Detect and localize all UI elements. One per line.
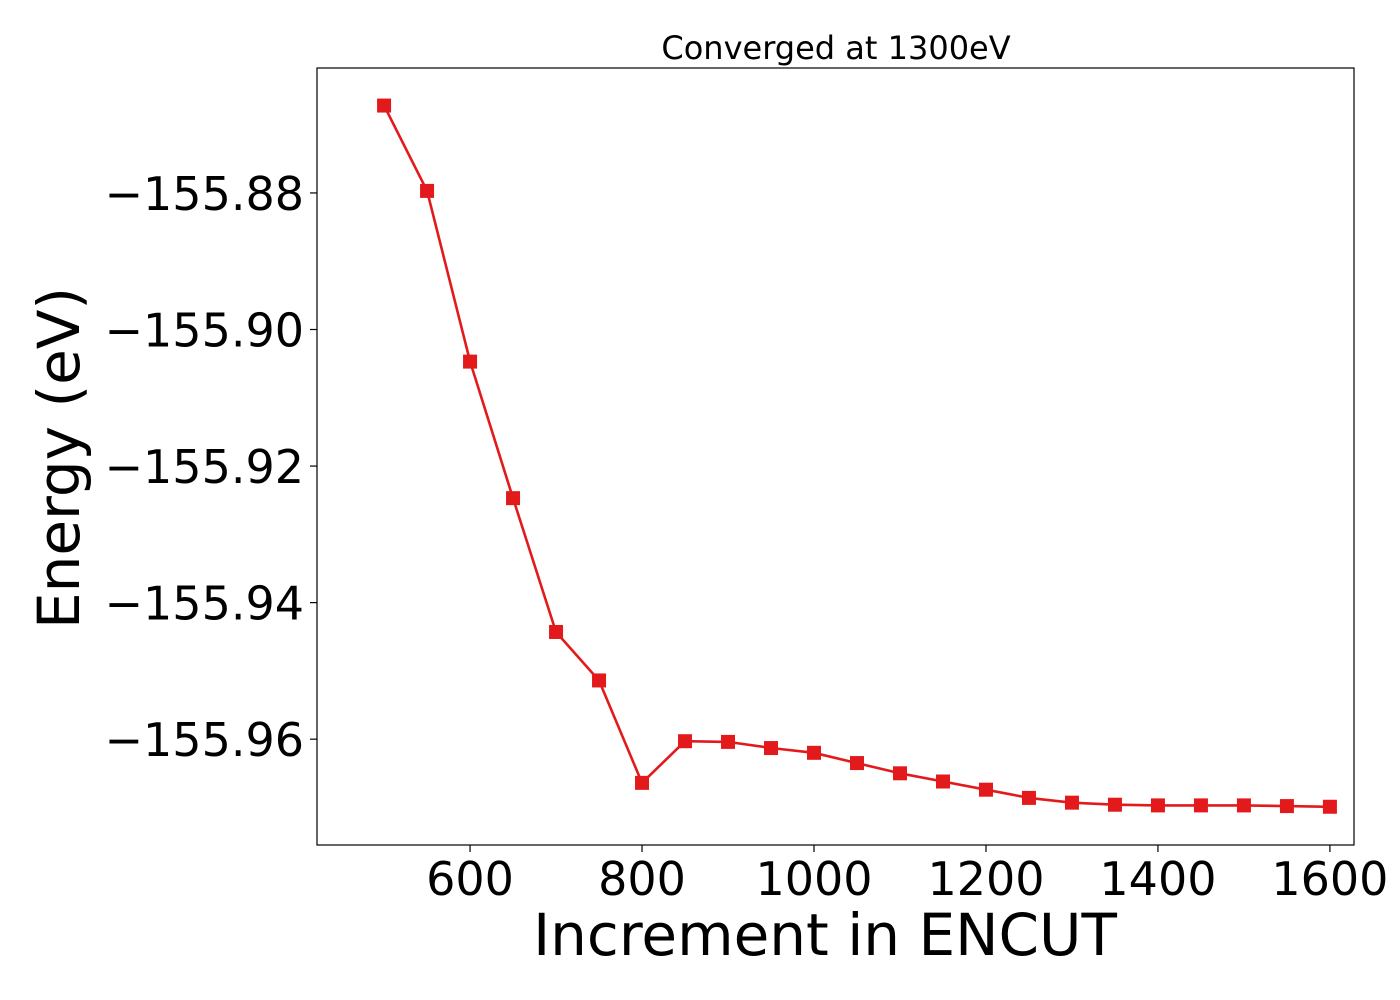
y-tick-label: −155.96 xyxy=(105,713,305,767)
y-tick-label: −155.94 xyxy=(105,577,305,631)
data-point-marker xyxy=(678,734,693,749)
data-point-marker xyxy=(592,673,607,688)
x-tick-label: 1000 xyxy=(755,852,872,906)
data-point-marker xyxy=(1279,799,1294,814)
data-point-marker xyxy=(935,774,950,789)
data-point-marker xyxy=(764,741,779,756)
series-line xyxy=(382,105,1330,809)
data-point-marker xyxy=(721,734,736,749)
data-point-marker xyxy=(978,782,993,797)
y-tick-label: −155.92 xyxy=(105,440,305,494)
x-tick-label: 1400 xyxy=(1099,852,1216,906)
series-layer xyxy=(377,98,1337,814)
x-axis-label: Increment in ENCUT xyxy=(533,901,1117,969)
data-point-marker xyxy=(463,354,478,369)
plot-area-frame xyxy=(316,67,1355,846)
data-point-marker xyxy=(506,491,521,506)
data-point-marker xyxy=(807,745,822,760)
y-tick-label: −155.90 xyxy=(105,304,305,358)
x-tick-label: 1600 xyxy=(1271,852,1388,906)
data-point-marker xyxy=(1236,798,1251,813)
data-point-marker xyxy=(420,183,435,198)
data-point-marker xyxy=(1107,797,1122,812)
data-point-marker xyxy=(1322,799,1337,814)
x-tick-label: 1200 xyxy=(927,852,1044,906)
data-point-marker xyxy=(1064,795,1079,810)
data-point-marker xyxy=(549,624,564,639)
y-tick-label: −155.88 xyxy=(105,167,305,221)
chart-title: Converged at 1300eV xyxy=(661,29,1010,67)
y-axis-ticks: −155.88 −155.90 −155.92 −155.94 −155.96 xyxy=(105,167,317,767)
x-tick-label: 600 xyxy=(426,852,514,906)
x-tick-label: 800 xyxy=(598,852,686,906)
data-point-marker xyxy=(849,756,864,771)
data-point-marker xyxy=(377,98,392,113)
x-axis-ticks: 600 800 1000 1200 1400 1600 xyxy=(426,845,1388,906)
data-point-marker xyxy=(1021,790,1036,805)
data-point-marker xyxy=(892,766,907,781)
data-point-marker xyxy=(635,775,650,790)
y-axis-label: Energy (eV) xyxy=(25,287,93,629)
data-point-marker xyxy=(1193,798,1208,813)
data-point-marker xyxy=(1150,798,1165,813)
